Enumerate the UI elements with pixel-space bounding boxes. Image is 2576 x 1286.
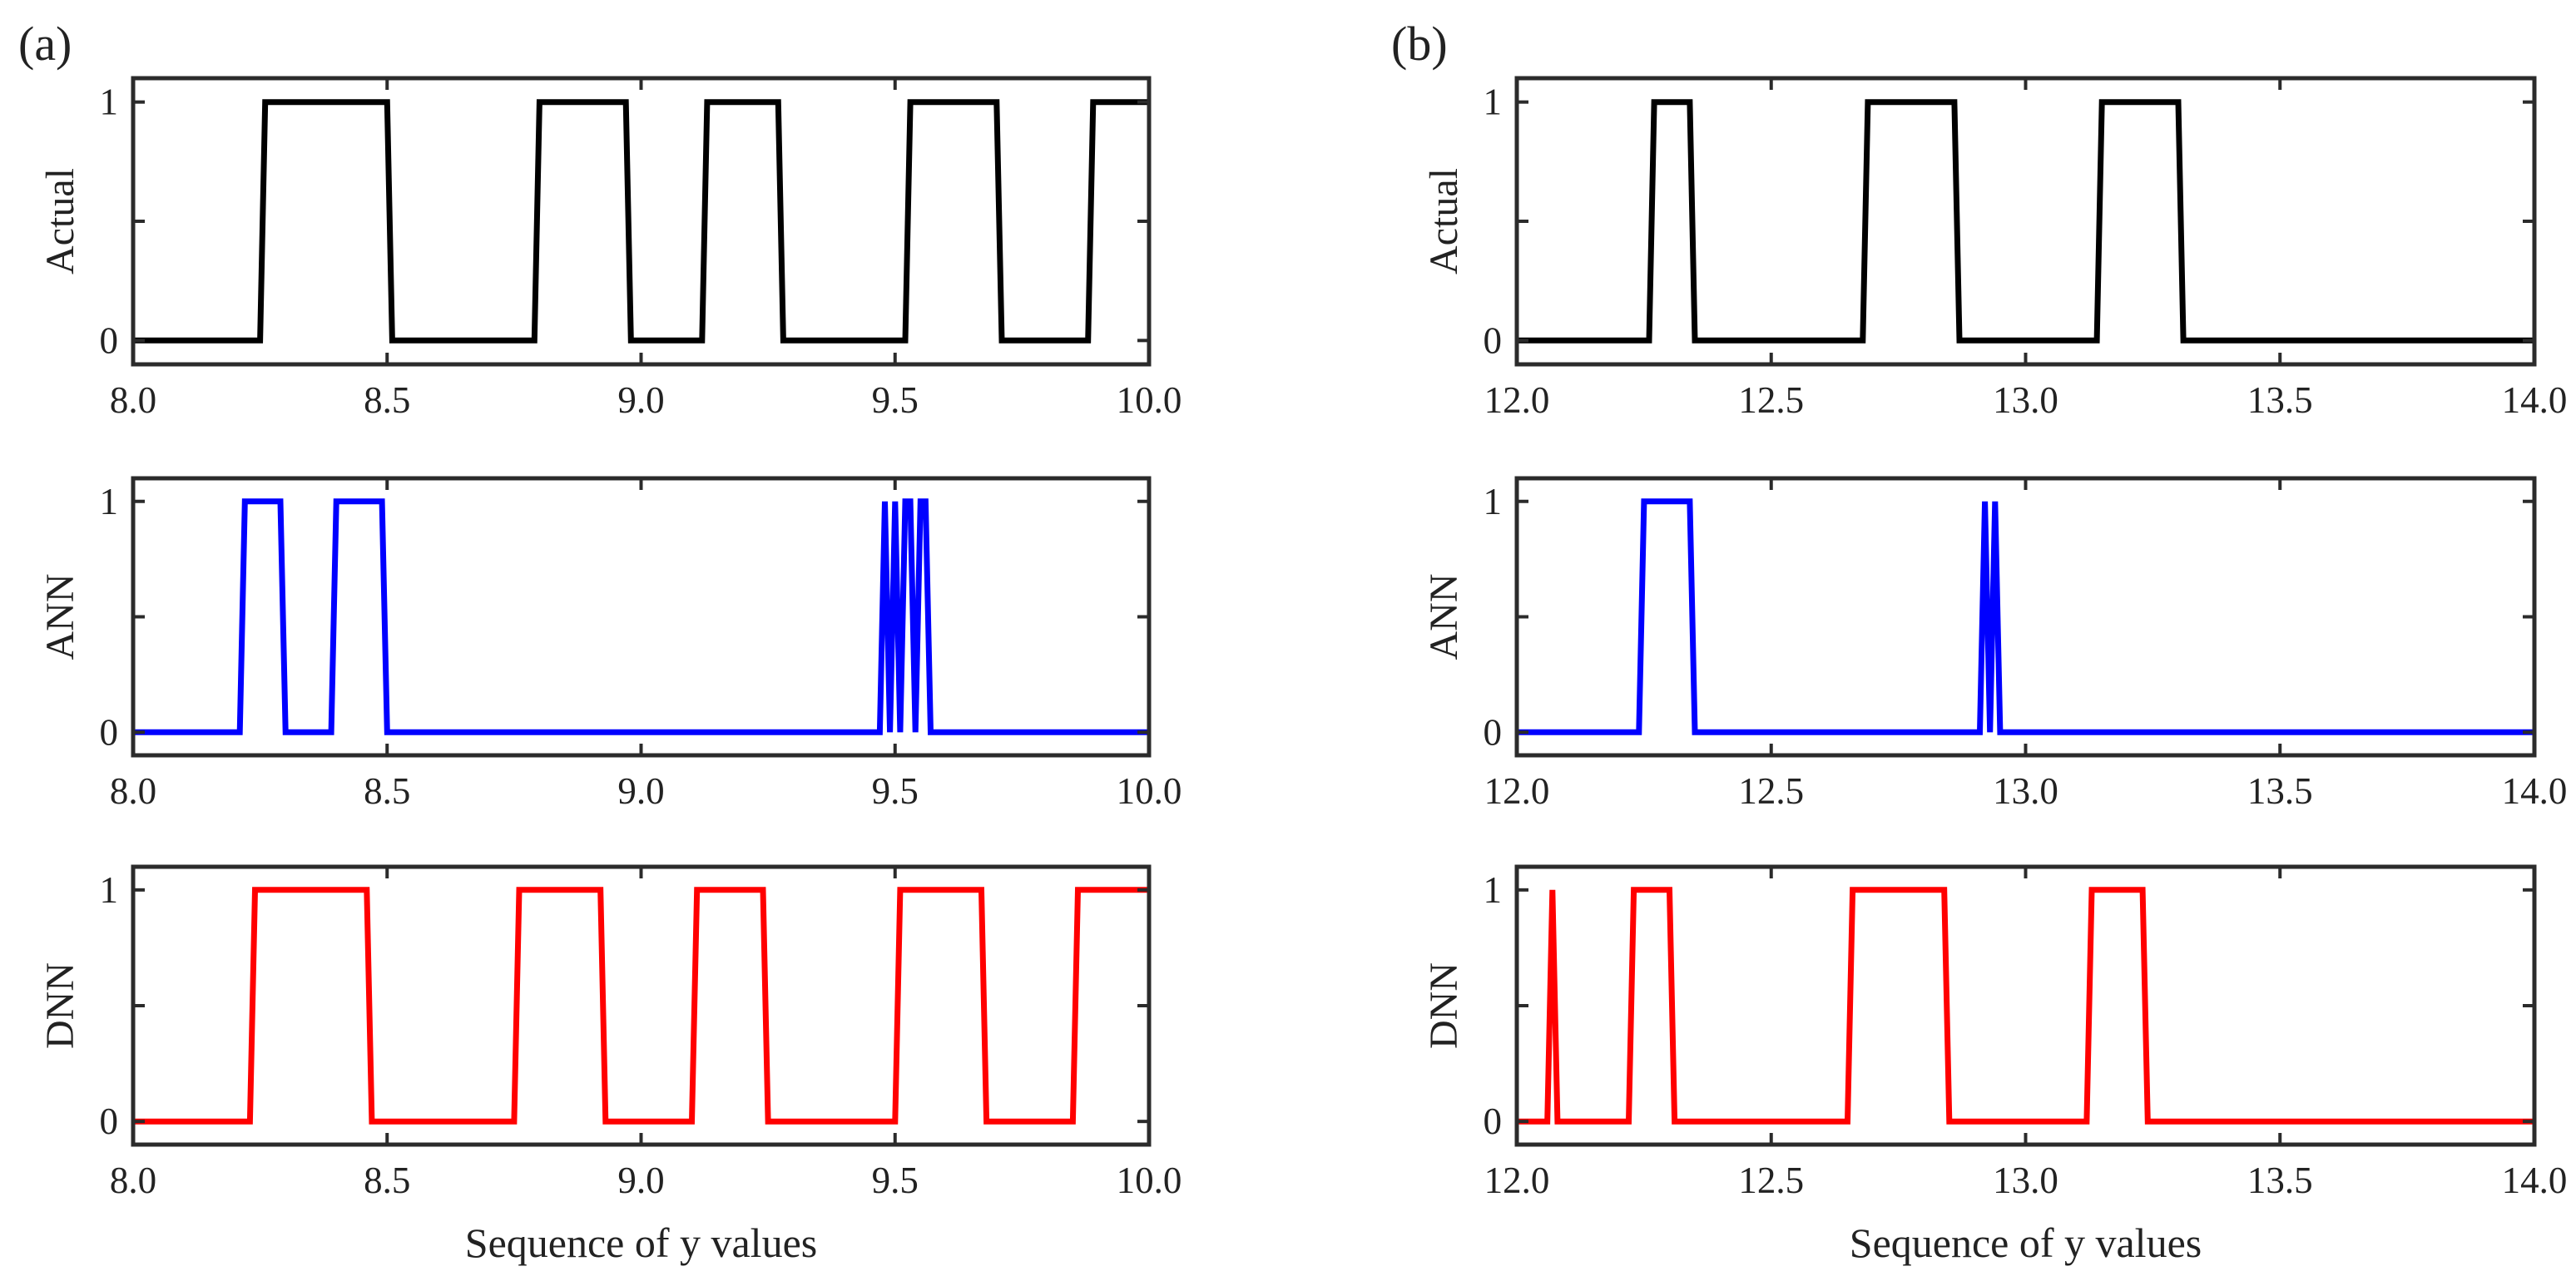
x-tick-label-a-dnn: 9.5: [872, 1160, 919, 1201]
x-tick-label-b-dnn: 13.5: [2247, 1160, 2313, 1201]
x-tick-label-a-dnn: 8.0: [110, 1160, 156, 1201]
x-axis-label-b: Sequence of y values: [1850, 1219, 2202, 1266]
y-tick-label-a-ann: 1: [100, 481, 119, 522]
series-line-a-actual: [133, 99, 1149, 344]
y-tick-label-a-dnn: 1: [100, 869, 119, 911]
y-tick-label-a-ann: 0: [100, 711, 119, 753]
y-tick-label-b-actual: 0: [1484, 319, 1503, 361]
panel-label-b: (b): [1391, 17, 1448, 71]
panel-label-a: (a): [18, 17, 72, 71]
series-line-a-ann: [133, 498, 1149, 735]
y-tick-label-b-dnn: 1: [1484, 869, 1503, 911]
series-line-b-dnn: [1517, 887, 2534, 1125]
x-tick-label-a-actual: 9.0: [617, 379, 664, 421]
y-tick-label-b-actual: 1: [1484, 82, 1503, 123]
x-tick-label-a-dnn: 9.0: [617, 1160, 664, 1201]
x-tick-label-b-actual: 12.0: [1484, 379, 1550, 421]
x-tick-label-b-ann: 14.0: [2502, 770, 2568, 812]
x-tick-label-b-actual: 14.0: [2502, 379, 2568, 421]
subplot-a-ann: 8.0 8.5 9.0 9.5 10.0 0 1 ANN: [38, 476, 1182, 812]
x-tick-label-a-actual: 9.5: [872, 379, 919, 421]
x-tick-label-b-dnn: 12.5: [1738, 1160, 1804, 1201]
x-tick-label-b-actual: 13.0: [1993, 379, 2058, 421]
x-tick-label-a-actual: 8.5: [364, 379, 410, 421]
x-tick-label-a-ann: 8.5: [364, 770, 410, 812]
x-tick-label-a-actual: 8.0: [110, 379, 156, 421]
y-axis-label-a-actual: Actual: [38, 168, 82, 275]
plot-frame-a-dnn: [131, 864, 1152, 1147]
series-line-b-ann: [1517, 498, 2534, 735]
x-tick-label-b-actual: 12.5: [1738, 379, 1804, 421]
x-axis-label-a: Sequence of y values: [465, 1219, 817, 1266]
x-tick-label-b-actual: 13.5: [2247, 379, 2313, 421]
series-line-a-dnn: [133, 887, 1149, 1125]
y-tick-label-b-ann: 1: [1484, 481, 1503, 522]
subplot-b-dnn: 12.0 12.5 13.0 13.5 14.0 0 1 DNN Sequence of y v…: [1422, 864, 2568, 1266]
x-tick-label-a-ann: 8.0: [110, 770, 156, 812]
y-tick-label-a-dnn: 0: [100, 1101, 119, 1142]
y-axis-label-b-dnn: DNN: [1422, 962, 1466, 1049]
x-tick-label-a-ann: 9.0: [617, 770, 664, 812]
subplot-b-ann: 12.0 12.5 13.0 13.5 14.0 0 1 ANN: [1422, 476, 2568, 812]
x-tick-label-a-ann: 9.5: [872, 770, 919, 812]
subplot-a-actual: 8.0 8.5 9.0 9.5 10.0 0 1 Actual: [38, 76, 1182, 421]
x-tick-label-a-actual: 10.0: [1117, 379, 1182, 421]
y-axis-label-a-ann: ANN: [38, 574, 82, 660]
y-tick-label-a-actual: 1: [100, 82, 119, 123]
y-axis-label-b-ann: ANN: [1422, 574, 1466, 660]
x-tick-label-b-dnn: 13.0: [1993, 1160, 2058, 1201]
x-tick-label-b-ann: 13.0: [1993, 770, 2058, 812]
series-line-b-actual: [1517, 99, 2534, 344]
y-axis-label-a-dnn: DNN: [38, 962, 82, 1049]
y-axis-label-b-actual: Actual: [1422, 168, 1466, 275]
x-tick-label-b-dnn: 12.0: [1484, 1160, 1550, 1201]
y-tick-label-b-dnn: 0: [1484, 1101, 1503, 1142]
plot-frame-b-actual: [1514, 76, 2537, 367]
x-tick-label-b-dnn: 14.0: [2502, 1160, 2568, 1201]
plot-grid: 8.0 8.5 9.0 9.5 10.0 0 1 Actual 8.0 8.5 9.0 9.5 10.0…: [38, 76, 2568, 1266]
plot-frame-b-ann: [1514, 476, 2537, 758]
x-tick-label-b-ann: 13.5: [2247, 770, 2313, 812]
subplot-b-actual: 12.0 12.5 13.0 13.5 14.0 0 1 Actual: [1422, 76, 2568, 421]
y-tick-label-b-ann: 0: [1484, 711, 1503, 753]
subplot-a-dnn: 8.0 8.5 9.0 9.5 10.0 0 1 DNN Sequence of y value…: [38, 864, 1182, 1266]
x-tick-label-a-dnn: 8.5: [364, 1160, 410, 1201]
y-tick-label-a-actual: 0: [100, 319, 119, 361]
x-tick-label-a-dnn: 10.0: [1117, 1160, 1182, 1201]
x-tick-label-b-ann: 12.5: [1738, 770, 1804, 812]
x-tick-label-a-ann: 10.0: [1117, 770, 1182, 812]
x-tick-label-b-ann: 12.0: [1484, 770, 1550, 812]
